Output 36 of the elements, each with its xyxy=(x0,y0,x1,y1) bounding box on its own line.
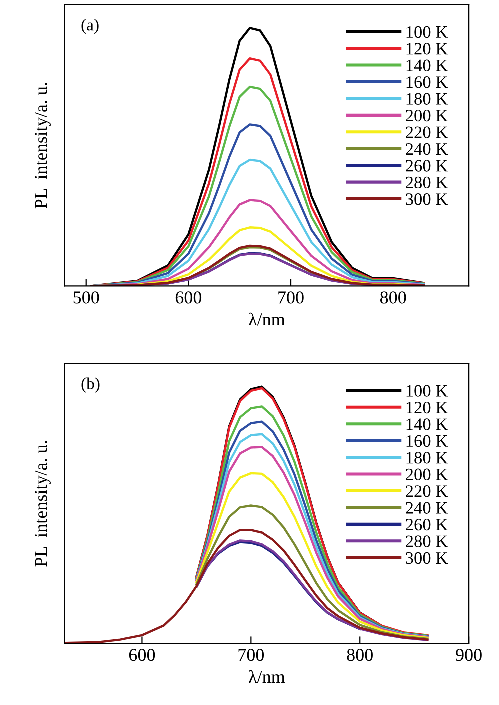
legend-label: 180 K xyxy=(406,452,448,464)
legend-label: 200 K xyxy=(406,468,448,481)
legend-label: 260 K xyxy=(406,160,448,172)
legend-label: 300 K xyxy=(406,194,448,206)
legend-label: 120 K xyxy=(406,402,448,414)
x-axis-title: λ/nm xyxy=(249,312,286,326)
legend-label: 280 K xyxy=(406,536,448,548)
x-tick-label: 800 xyxy=(380,292,406,304)
y-axis-title: PL intensity/a. u. xyxy=(35,441,51,567)
legend-label: 240 K xyxy=(406,502,448,514)
x-tick-label: 800 xyxy=(347,649,373,662)
legend-label: 160 K xyxy=(406,76,448,88)
legend-label: 300 K xyxy=(406,552,448,564)
x-tick-label: 500 xyxy=(74,292,100,304)
annotation: (a) xyxy=(82,19,99,34)
legend-label: 220 K xyxy=(406,126,448,138)
x-tick-label: 700 xyxy=(238,649,264,662)
legend-label: 260 K xyxy=(406,518,448,531)
legend-label: 180 K xyxy=(406,93,448,105)
legend-label: 140 K xyxy=(406,60,448,72)
x-tick-label: 700 xyxy=(278,292,304,304)
legend-label: 100 K xyxy=(406,26,448,38)
legend-label: 140 K xyxy=(406,418,448,430)
legend-label: 100 K xyxy=(406,385,448,397)
x-tick-label: 600 xyxy=(129,649,156,662)
x-axis-title: λ/nm xyxy=(249,670,286,684)
x-tick-label: 900 xyxy=(456,649,482,662)
legend-label: 200 K xyxy=(406,110,448,122)
legend-label: 220 K xyxy=(406,486,448,498)
legend-label: 160 K xyxy=(406,435,448,448)
legend-label: 120 K xyxy=(406,43,448,55)
legend-label: 280 K xyxy=(406,176,448,189)
annotation: (b) xyxy=(82,378,100,393)
legend-label: 240 K xyxy=(406,143,448,156)
y-axis-title: PL intensity/a. u. xyxy=(35,83,51,209)
x-tick-label: 600 xyxy=(176,292,202,304)
